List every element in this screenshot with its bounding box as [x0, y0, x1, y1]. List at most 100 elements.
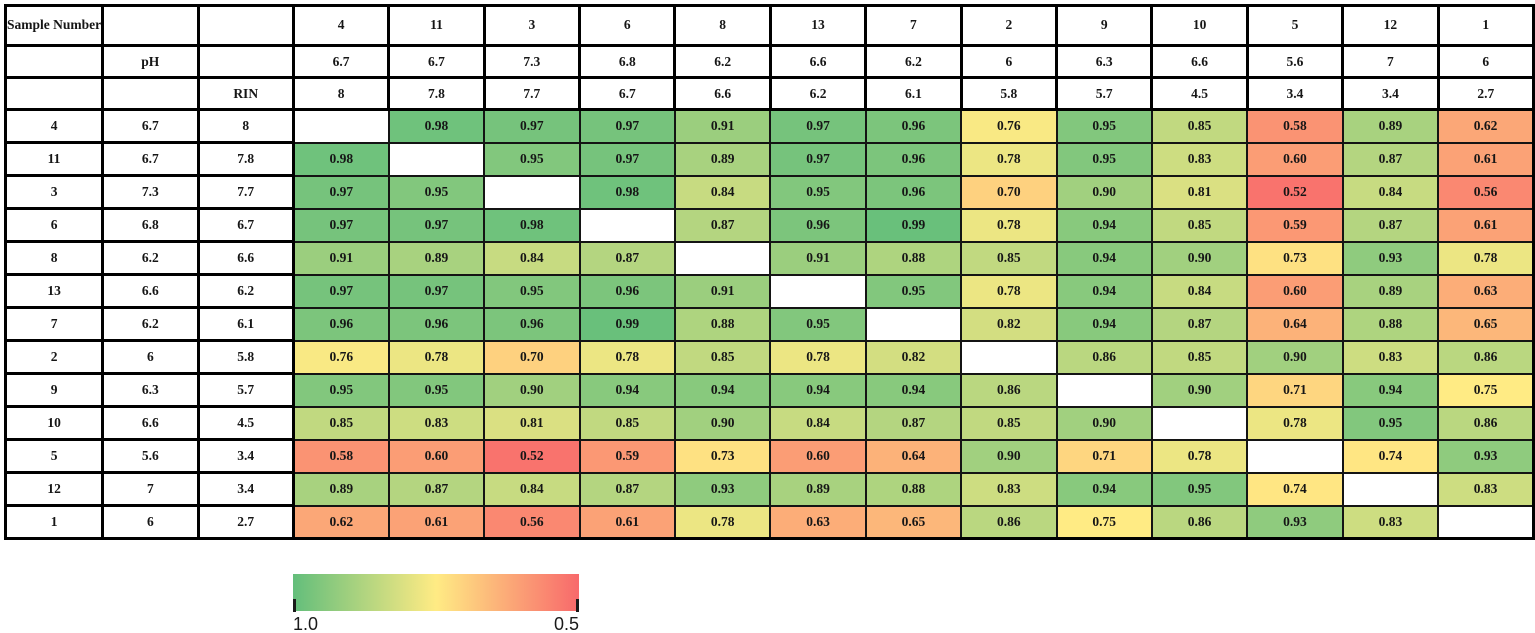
matrix-cell: 0.83: [387, 405, 486, 441]
column-rin-value: 2.7: [1436, 76, 1535, 111]
matrix-cell: 0.96: [864, 174, 963, 210]
matrix-cell: 0.78: [1246, 405, 1344, 441]
matrix-cell: 0.95: [483, 141, 581, 177]
matrix-cell: 0.60: [1246, 273, 1344, 309]
row-rin-value: 6.1: [196, 306, 295, 342]
matrix-cell: 0.78: [1150, 438, 1249, 474]
column-sample-id: 10: [1150, 4, 1249, 47]
matrix-cell: 0.86: [960, 372, 1058, 408]
matrix-cell: 0.86: [960, 504, 1058, 540]
matrix-diagonal-cell: [769, 273, 867, 309]
matrix-cell: 0.58: [1246, 108, 1344, 144]
column-rin-value: 5.8: [959, 76, 1059, 111]
table-row: 1 6 2.7 0.62 0.61 0.56 0.61 0.78 0.63 0.65 0.86 0.7…: [3, 504, 1535, 540]
matrix-cell: 0.62: [1437, 108, 1535, 144]
matrix-cell: 0.97: [578, 141, 676, 177]
matrix-cell: 0.94: [1055, 471, 1153, 507]
matrix-cell: 0.60: [387, 438, 486, 474]
row-ph-value: 6.7: [101, 108, 200, 144]
matrix-cell: 0.63: [1437, 273, 1535, 309]
row-ph-value: 6: [101, 339, 200, 375]
row-rin-value: 7.8: [196, 141, 295, 177]
matrix-cell: 0.87: [578, 240, 676, 276]
table-row: 2 6 5.8 0.76 0.78 0.70 0.78 0.85 0.78 0.82 0.86 0.8…: [3, 339, 1535, 375]
matrix-cell: 0.64: [864, 438, 963, 474]
empty-header-cell: [196, 4, 295, 47]
row-sample-id: 11: [3, 141, 105, 177]
row-rin-value: 5.8: [196, 339, 295, 375]
column-rin-value: 6.2: [768, 76, 868, 111]
row-ph-value: 6.2: [101, 240, 200, 276]
matrix-cell: 0.88: [864, 240, 963, 276]
matrix-cell: 0.95: [769, 306, 867, 342]
matrix-cell: 0.84: [483, 240, 581, 276]
matrix-cell: 0.87: [1150, 306, 1249, 342]
matrix-cell: 0.85: [578, 405, 676, 441]
row-sample-id: 13: [3, 273, 105, 309]
table-row: 10 6.6 4.5 0.85 0.83 0.81 0.85 0.90 0.84 0.87 0.85…: [3, 405, 1535, 441]
matrix-cell: 0.91: [292, 240, 390, 276]
matrix-cell: 0.84: [769, 405, 867, 441]
row-rin-value: 6.7: [196, 207, 295, 243]
matrix-cell: 0.90: [1055, 405, 1153, 441]
matrix-diagonal-cell: [578, 207, 676, 243]
matrix-diagonal-cell: [387, 141, 486, 177]
column-sample-id: 9: [1055, 4, 1154, 47]
correlation-heatmap-figure: Sample Number 4 11 3 6 8 13 7 2 9 10 5 12 1 pH 6.7 6.7 7.…: [0, 4, 1535, 633]
matrix-cell: 0.61: [1437, 207, 1535, 243]
matrix-diagonal-cell: [483, 174, 581, 210]
matrix-cell: 0.65: [1437, 306, 1535, 342]
column-sample-id: 2: [959, 4, 1059, 47]
matrix-cell: 0.84: [1341, 174, 1440, 210]
matrix-cell: 0.96: [387, 306, 486, 342]
matrix-cell: 0.78: [769, 339, 867, 375]
column-sample-id: 4: [291, 4, 391, 47]
table-row: 13 6.6 6.2 0.97 0.97 0.95 0.96 0.91 0.95 0.78 0.94…: [3, 273, 1535, 309]
matrix-cell: 0.88: [673, 306, 772, 342]
matrix-cell: 0.97: [483, 108, 581, 144]
table-row: RIN 8 7.8 7.7 6.7 6.6 6.2 6.1 5.8 5.7 4.5 3.4 3.4 2.7: [3, 76, 1535, 111]
matrix-cell: 0.60: [1246, 141, 1344, 177]
column-rin-value: 6.7: [578, 76, 677, 111]
row-rin-value: 7.7: [196, 174, 295, 210]
matrix-cell: 0.94: [578, 372, 676, 408]
column-rin-value: 3.4: [1245, 76, 1345, 111]
rin-header: RIN: [196, 76, 295, 111]
row-ph-value: 6.2: [101, 306, 200, 342]
row-sample-id: 3: [3, 174, 105, 210]
row-ph-value: 6.6: [101, 273, 200, 309]
empty-header-cell: [3, 76, 105, 111]
sample-number-header: Sample Number: [3, 4, 105, 47]
matrix-cell: 0.87: [387, 471, 486, 507]
matrix-cell: 0.91: [673, 108, 772, 144]
matrix-cell: 0.96: [578, 273, 676, 309]
row-rin-value: 8: [196, 108, 295, 144]
matrix-cell: 0.97: [292, 273, 390, 309]
column-ph-value: 6.2: [673, 44, 772, 79]
column-ph-value: 7: [1341, 44, 1440, 79]
matrix-cell: 0.95: [292, 372, 390, 408]
matrix-cell: 0.59: [578, 438, 676, 474]
matrix-cell: 0.96: [292, 306, 390, 342]
matrix-cell: 0.95: [769, 174, 867, 210]
column-ph-value: 6: [1436, 44, 1535, 79]
matrix-diagonal-cell: [673, 240, 772, 276]
matrix-cell: 0.85: [960, 240, 1058, 276]
column-rin-value: 7.7: [482, 76, 582, 111]
column-ph-value: 6.7: [291, 44, 391, 79]
column-rin-value: 6.6: [673, 76, 772, 111]
table-row: 5 5.6 3.4 0.58 0.60 0.52 0.59 0.73 0.60 0.64 0.90 0…: [3, 438, 1535, 474]
matrix-cell: 0.70: [483, 339, 581, 375]
matrix-cell: 0.86: [1437, 339, 1535, 375]
matrix-cell: 0.86: [1150, 504, 1249, 540]
matrix-cell: 0.89: [1341, 108, 1440, 144]
matrix-cell: 0.58: [292, 438, 390, 474]
matrix-cell: 0.94: [769, 372, 867, 408]
matrix-diagonal-cell: [1055, 372, 1153, 408]
matrix-cell: 0.61: [387, 504, 486, 540]
column-sample-id: 1: [1436, 4, 1535, 47]
column-rin-value: 5.7: [1055, 76, 1154, 111]
empty-header-cell: [196, 44, 295, 79]
matrix-cell: 0.94: [1055, 306, 1153, 342]
matrix-cell: 0.56: [483, 504, 581, 540]
